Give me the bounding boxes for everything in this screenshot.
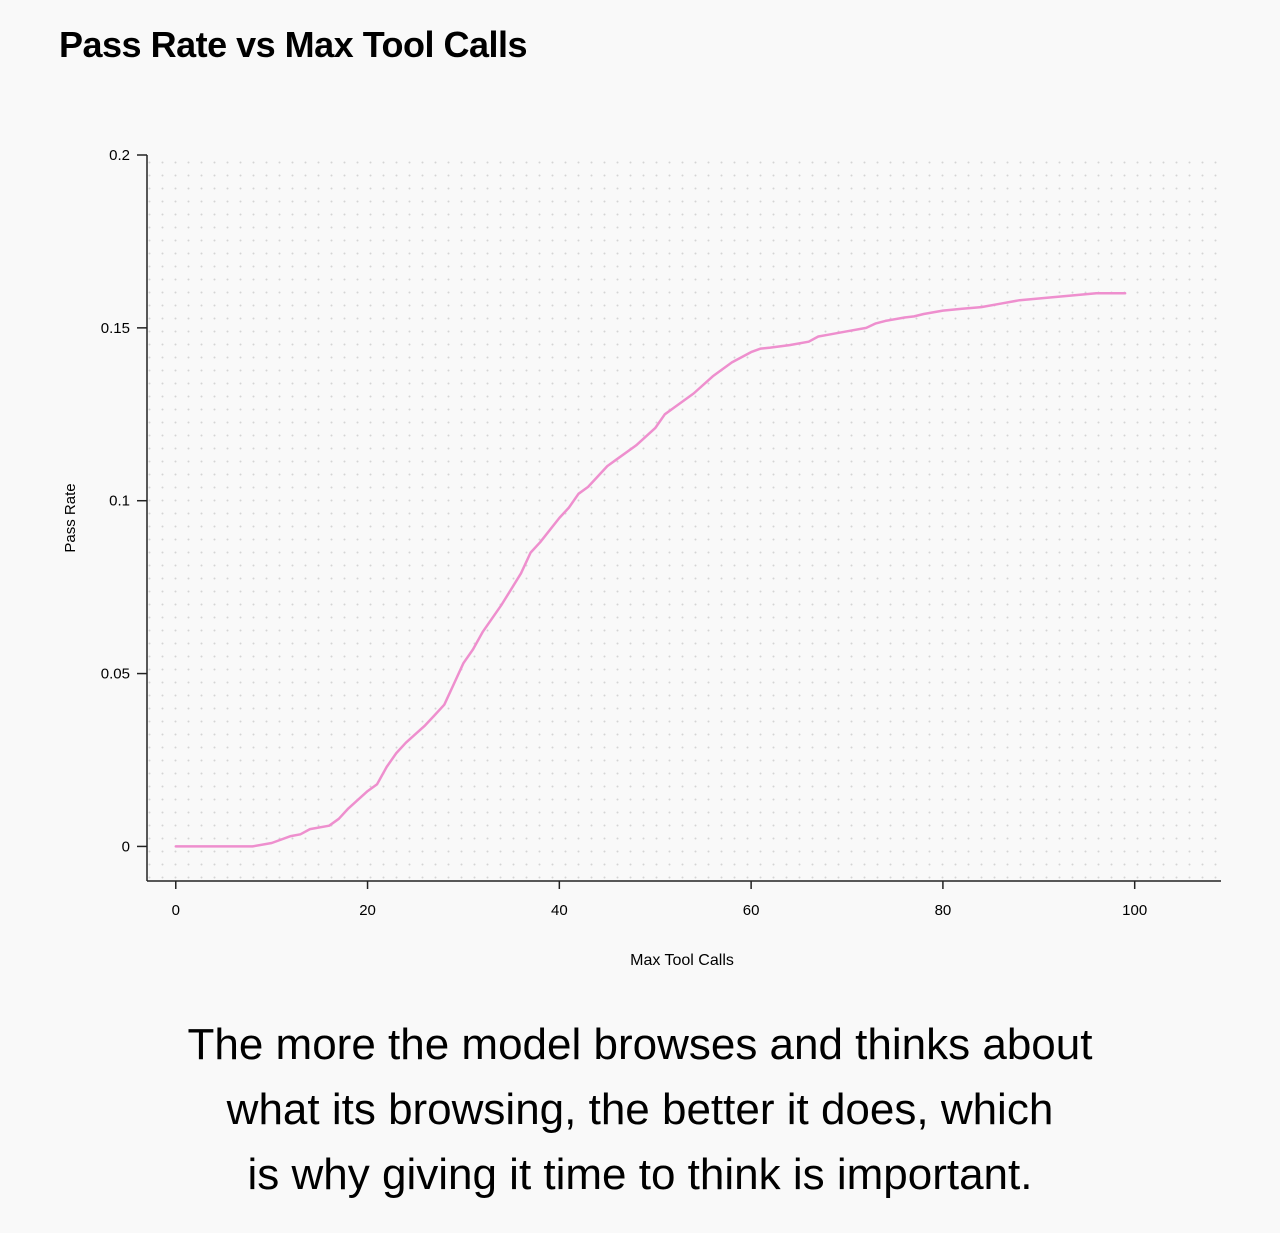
caption-line-2: what its browsing, the better it does, w… bbox=[226, 1085, 1054, 1134]
y-tick-label: 0.2 bbox=[109, 147, 130, 164]
caption-line-1: The more the model browses and thinks ab… bbox=[187, 1020, 1093, 1069]
x-tick-label: 40 bbox=[551, 902, 568, 919]
y-axis-label: Pass Rate bbox=[62, 483, 79, 552]
x-tick-label: 80 bbox=[935, 902, 952, 919]
y-tick-label: 0.1 bbox=[109, 493, 130, 510]
y-tick-label: 0.05 bbox=[101, 666, 130, 683]
x-tick-label: 100 bbox=[1122, 902, 1147, 919]
x-axis-label: Max Tool Calls bbox=[630, 952, 734, 969]
x-tick-label: 60 bbox=[743, 902, 760, 919]
x-tick-label: 20 bbox=[359, 902, 376, 919]
caption-line-3: is why giving it time to think is import… bbox=[247, 1150, 1033, 1199]
ticks: 0 20 40 60 80 100 0 0.05 0.1 0.15 0.2 bbox=[101, 147, 1147, 919]
pass-rate-chart: 0 20 40 60 80 100 0 0.05 0.1 0.15 0.2 Max Tool Cal… bbox=[62, 147, 1221, 969]
series-layer bbox=[174, 292, 1127, 848]
y-tick-label: 0.15 bbox=[101, 320, 130, 337]
y-tick-label: 0 bbox=[122, 838, 130, 855]
chart-title: Pass Rate vs Max Tool Calls bbox=[59, 24, 528, 65]
plot-area-background bbox=[147, 155, 1221, 881]
series-line-0 bbox=[174, 292, 1127, 848]
axes bbox=[146, 155, 1221, 882]
caption: The more the model browses and thinks ab… bbox=[140, 1012, 1140, 1207]
x-tick-label: 0 bbox=[172, 902, 180, 919]
